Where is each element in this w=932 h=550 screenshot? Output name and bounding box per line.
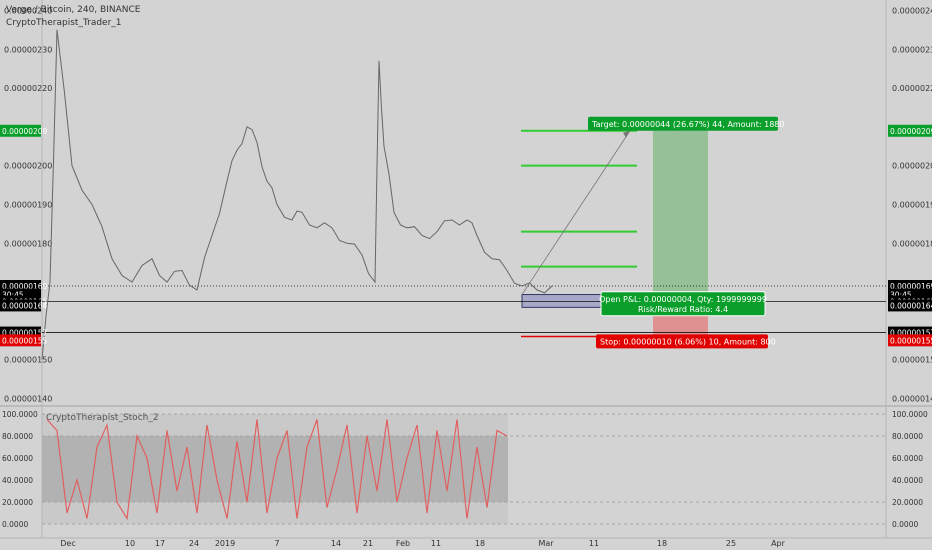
price-badge-label: 0.00000169 xyxy=(890,282,932,291)
price-badge-label: 30:45 xyxy=(890,291,912,300)
price-series-line xyxy=(41,29,553,360)
price-badge-left-bg xyxy=(0,299,41,312)
price-tick-right: 0.00000180 xyxy=(892,239,932,248)
time-tick: Apr xyxy=(771,539,786,548)
price-tick-right: 0.00000140 xyxy=(892,395,932,404)
target-arrowhead xyxy=(623,130,630,138)
price-badge-left-label: 0.00000164 xyxy=(2,301,48,310)
stoch-tick-right: 80.0000 xyxy=(892,432,923,441)
stoch-series-line xyxy=(46,419,508,521)
study-label-trader[interactable]: CryptoTherapist_Trader_1 xyxy=(6,18,122,28)
target-label-bg xyxy=(588,116,778,131)
target-arrow xyxy=(521,130,631,295)
time-tick: 10 xyxy=(125,539,135,548)
price-badge-label: 0.00000155 xyxy=(890,336,932,345)
pnl-line1: Open P&L: 0.00000004, Qty: 1999999999 xyxy=(599,295,767,304)
target-zone xyxy=(653,130,708,302)
stoch-tick-left: 0.0000 xyxy=(2,520,28,529)
price-badge-left-label: 0.00000209 xyxy=(2,127,48,136)
pnl-box xyxy=(600,291,766,317)
stoch-tick-left: 100.0000 xyxy=(2,410,38,419)
price-tick-left: 0.00000220 xyxy=(4,84,52,93)
time-tick: 11 xyxy=(431,539,441,548)
price-tick-left: 0.00000240 xyxy=(4,6,52,15)
price-tick-right: 0.00000240 xyxy=(892,6,932,15)
stoch-tick-right: 60.0000 xyxy=(892,454,923,463)
pnl-line2: Risk/Reward Ratio: 4.4 xyxy=(638,305,728,314)
time-tick: 17 xyxy=(155,539,165,548)
stoch-tick-left: 80.0000 xyxy=(2,432,33,441)
study-label-stoch[interactable]: CryptoTherapist_Stoch_2 xyxy=(46,413,159,423)
price-badge-label: 0.00000164 xyxy=(890,301,932,310)
price-tick-left: 0.00000200 xyxy=(4,162,52,171)
price-badge-bg xyxy=(888,334,932,347)
stoch-tick-right: 40.0000 xyxy=(892,476,923,485)
price-badge-left-label: 0.00000169 xyxy=(2,282,48,291)
price-badge-left-bg xyxy=(0,334,41,347)
time-tick: 18 xyxy=(657,539,667,548)
price-tick-left: 0.00000230 xyxy=(4,45,52,54)
price-tick-left: 0.00000190 xyxy=(4,200,52,209)
price-badge-left-bg xyxy=(0,124,41,137)
time-tick: 21 xyxy=(363,539,373,548)
price-tick-left: 0.00000180 xyxy=(4,239,52,248)
stop-label: Stop: 0.00000010 (6.06%) 10, Amount: 800 xyxy=(600,337,776,346)
target-label: Target: 0.00000044 (26.67%) 44, Amount: … xyxy=(591,120,784,129)
price-badge-left-label: 0.00000157 xyxy=(2,329,48,338)
stoch-tick-left: 40.0000 xyxy=(2,476,33,485)
time-tick: 18 xyxy=(475,539,485,548)
chart-title: Verge / Bitcoin, 240, BINANCE xyxy=(6,5,141,15)
stoch-tick-right: 0.0000 xyxy=(892,520,918,529)
price-badge-left-label: 0.00000155 xyxy=(2,336,48,345)
stop-label-bg xyxy=(596,334,768,349)
price-tick-left: 0.00000150 xyxy=(4,356,52,365)
time-tick: 24 xyxy=(189,539,199,548)
stoch-tick-right: 20.0000 xyxy=(892,498,923,507)
price-tick-right: 0.00000230 xyxy=(892,45,932,54)
time-tick: Dec xyxy=(60,539,75,548)
price-badge-label: 0.00000209 xyxy=(890,127,932,136)
price-badge-left-label: 30:45 xyxy=(2,291,24,300)
price-badge-label: 0.00000157 xyxy=(890,329,932,338)
price-tick-right: 0.00000190 xyxy=(892,200,932,209)
time-tick: 25 xyxy=(726,539,736,548)
time-tick: 14 xyxy=(331,539,341,548)
time-tick: Mar xyxy=(538,539,554,548)
time-tick: 2019 xyxy=(215,539,235,548)
time-tick: 11 xyxy=(589,539,599,548)
time-tick: 7 xyxy=(274,539,279,548)
stoch-tick-right: 100.0000 xyxy=(892,410,928,419)
entry-box xyxy=(521,294,605,308)
stoch-tick-left: 60.0000 xyxy=(2,454,33,463)
panel-separator xyxy=(0,405,932,407)
price-badge-bg xyxy=(888,124,932,137)
price-tick-right: 0.00000150 xyxy=(892,356,932,365)
price-tick-left: 0.00000140 xyxy=(4,395,52,404)
time-tick: Feb xyxy=(396,539,410,548)
price-badge-bg xyxy=(888,299,932,312)
price-tick-right: 0.00000200 xyxy=(892,162,932,171)
stoch-tick-left: 20.0000 xyxy=(2,498,33,507)
price-tick-right: 0.00000220 xyxy=(892,84,932,93)
